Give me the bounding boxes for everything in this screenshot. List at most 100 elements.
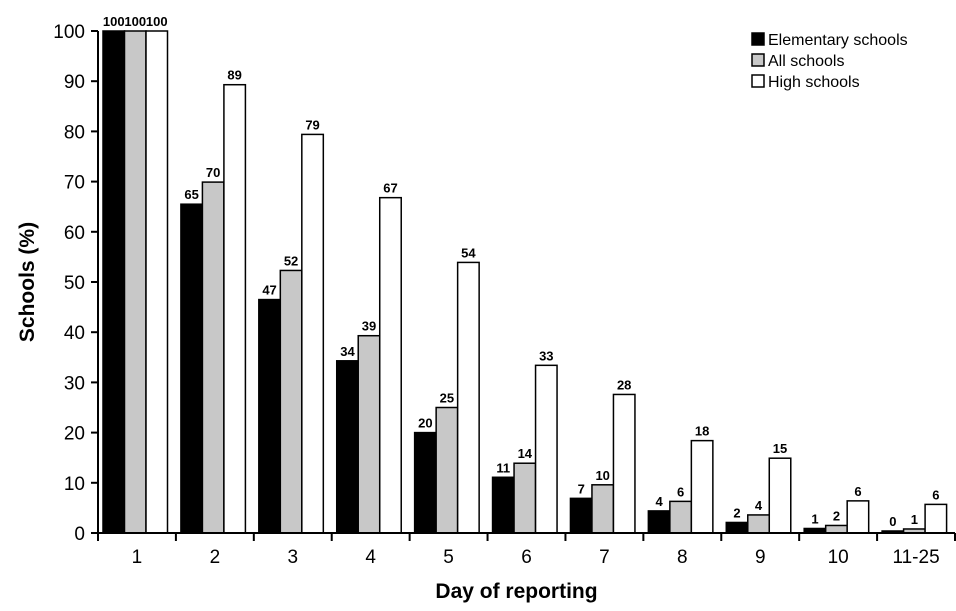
- bar-series2-cat10: [924, 503, 948, 534]
- bar-series0-cat1: [180, 203, 204, 534]
- bar-series2-cat0: [145, 30, 169, 534]
- data-label-series1-cat9: 2: [833, 508, 840, 523]
- bar-series2-cat2: [301, 133, 325, 534]
- data-label-series0-cat0: 100: [103, 14, 125, 29]
- data-label-series1-cat7: 6: [677, 484, 684, 499]
- data-label-series1-cat2: 52: [284, 253, 298, 268]
- bar-groups: [102, 30, 948, 534]
- data-label-series1-cat8: 4: [755, 498, 763, 513]
- data-label-series2-cat3: 67: [383, 181, 397, 196]
- legend-label-1: All schools: [768, 53, 844, 70]
- data-label-series0-cat9: 1: [811, 511, 818, 526]
- y-tick-label-4: 40: [64, 323, 85, 344]
- x-tick-label-5: 6: [521, 547, 532, 568]
- data-label-series1-cat6: 10: [595, 468, 609, 483]
- bar-series2-cat7: [690, 439, 714, 534]
- data-label-series2-cat10: 6: [932, 487, 939, 502]
- bar-series2-cat9: [846, 500, 870, 534]
- bar-series0-cat6: [569, 497, 593, 534]
- bar-series1-cat2: [279, 269, 303, 534]
- data-label-series0-cat2: 47: [262, 283, 276, 298]
- data-label-series2-cat6: 28: [617, 377, 631, 392]
- legend-swatch-2: [751, 74, 765, 88]
- x-tick-label-7: 8: [677, 547, 688, 568]
- y-tick-label-6: 60: [64, 223, 85, 244]
- y-tick-label-5: 50: [64, 273, 85, 294]
- data-label-series1-cat3: 39: [362, 319, 376, 334]
- bar-series2-cat5: [534, 364, 558, 534]
- bar-series1-cat9: [824, 524, 848, 534]
- data-label-series0-cat8: 2: [733, 505, 740, 520]
- data-label-series0-cat1: 65: [184, 187, 198, 202]
- data-label-series2-cat4: 54: [461, 245, 476, 260]
- bar-series0-cat7: [647, 510, 671, 534]
- x-tick-label-2: 3: [287, 547, 298, 568]
- legend-swatch-0: [751, 32, 765, 46]
- data-label-series0-cat4: 20: [418, 416, 432, 431]
- bar-series2-cat8: [768, 457, 792, 534]
- data-label-series0-cat7: 4: [655, 494, 663, 509]
- data-label-series2-cat9: 6: [854, 484, 861, 499]
- data-label-series2-cat2: 79: [305, 117, 319, 132]
- data-label-series1-cat5: 14: [518, 446, 533, 461]
- y-axis-title: Schools (%): [16, 222, 39, 342]
- bar-series1-cat4: [435, 406, 459, 534]
- bar-series1-cat6: [591, 484, 615, 534]
- data-label-series0-cat6: 7: [578, 481, 585, 496]
- x-tick-label-8: 9: [755, 547, 766, 568]
- data-label-series1-cat4: 25: [440, 391, 454, 406]
- legend-label-2: High schools: [768, 74, 860, 91]
- x-tick-label-10: 11-25: [892, 547, 939, 568]
- bar-series1-cat8: [747, 514, 771, 534]
- bar-series1-cat7: [669, 500, 693, 534]
- y-axis-ticks: 0 10 20 30 40 50 60 70 80 90 100: [53, 22, 98, 545]
- x-tick-label-4: 5: [443, 547, 454, 568]
- y-tick-label-1: 10: [64, 474, 85, 495]
- bar-series1-cat5: [513, 462, 537, 534]
- y-tick-label-9: 90: [64, 72, 85, 93]
- x-tick-label-3: 4: [365, 547, 376, 568]
- data-label-series2-cat5: 33: [539, 348, 553, 363]
- bar-series0-cat4: [413, 431, 437, 534]
- legend-label-0: Elementary schools: [768, 32, 908, 49]
- data-label-series1-cat10: 1: [911, 512, 918, 527]
- y-tick-label-0: 0: [74, 524, 85, 545]
- x-tick-label-6: 7: [599, 547, 610, 568]
- data-label-series0-cat5: 11: [496, 460, 510, 475]
- bar-series1-cat0: [123, 30, 147, 534]
- data-label-series2-cat7: 18: [695, 424, 709, 439]
- bar-series2-cat4: [456, 261, 480, 534]
- y-tick-label-3: 30: [64, 373, 85, 394]
- bar-series0-cat8: [725, 521, 749, 534]
- y-tick-label-10: 100: [53, 22, 85, 43]
- x-tick-label-0: 1: [132, 547, 143, 568]
- x-tick-label-9: 10: [828, 547, 849, 568]
- x-tick-label-1: 2: [210, 547, 221, 568]
- y-tick-label-2: 20: [64, 424, 85, 445]
- bar-series2-cat3: [378, 196, 402, 534]
- bar-series1-cat3: [357, 334, 381, 534]
- bar-series2-cat1: [223, 83, 247, 534]
- bar-series0-cat0: [102, 30, 126, 534]
- legend-swatch-1: [751, 53, 765, 67]
- data-label-series2-cat8: 15: [773, 441, 787, 456]
- bar-series0-cat5: [491, 476, 515, 534]
- data-label-series0-cat3: 34: [340, 344, 355, 359]
- legend: Elementary schools All schools High school…: [751, 32, 908, 91]
- y-tick-label-7: 70: [64, 173, 85, 194]
- x-axis-title: Day of reporting: [435, 580, 597, 603]
- y-tick-label-8: 80: [64, 122, 85, 143]
- x-axis-ticks: 1 2 3 4 5 6 7 8 9 10 11-25: [97, 533, 956, 568]
- bar-series0-cat3: [335, 360, 359, 534]
- data-label-series1-cat0: 100: [124, 14, 146, 29]
- bar-series1-cat1: [201, 181, 225, 534]
- data-label-series0-cat10: 0: [889, 514, 896, 529]
- data-label-series2-cat1: 89: [227, 68, 241, 83]
- bar-series0-cat2: [258, 298, 282, 534]
- bar-series2-cat6: [612, 393, 636, 534]
- data-label-series1-cat1: 70: [206, 165, 220, 180]
- data-label-series2-cat0: 100: [146, 14, 168, 29]
